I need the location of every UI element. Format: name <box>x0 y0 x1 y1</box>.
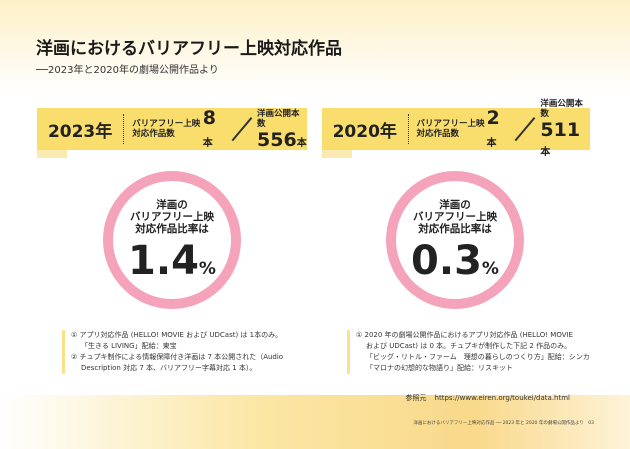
divider <box>407 114 409 144</box>
circle-label: 洋画の バリアフリー上映 対応作品比率は <box>413 199 497 235</box>
page-subtitle: ──2023年と2020年の劇場公開作品より <box>36 65 219 76</box>
reference: 参照元 https://www.eiren.org/toukei/data.htm… <box>406 393 578 403</box>
footer: 洋画におけるバリアフリー上映対応作品 ── 2023 年と 2020 年の劇場公… <box>413 420 594 426</box>
note-line: ② チュプキ制作による情報保障付き洋画は 7 本公開された（Audio <box>71 353 284 361</box>
footer-background <box>0 395 630 449</box>
notes: ① 2020 年の劇場公開作品におけるアプリ対応作品 (HELLO! MOVIE… <box>347 330 590 374</box>
note-line: ① 2020 年の劇場公開作品におけるアプリ対応作品 (HELLO! MOVIE <box>356 331 573 339</box>
ratio-value: 0.3% <box>411 238 499 284</box>
note-line: 「生きる LIVING」配給：東宝 <box>81 342 177 350</box>
year: 2020年 <box>332 121 397 142</box>
page-title: 洋画におけるバリアフリー上映対応作品 <box>36 39 342 59</box>
note-line: ① アプリ対応作品 (HELLO! MOVIE および UDCast) は 1本… <box>71 331 283 339</box>
slash-divider <box>230 116 254 142</box>
slash-divider <box>513 116 536 142</box>
bf-label: バリアフリー上映 対応作品数 <box>132 119 201 139</box>
header-background <box>0 0 630 95</box>
ratio-circle: 洋画の バリアフリー上映 対応作品比率は 1.4% <box>103 171 241 309</box>
divider <box>123 114 125 144</box>
circle-label: 洋画の バリアフリー上映 対応作品比率は <box>130 199 214 235</box>
page-number: 03 <box>588 421 594 426</box>
bf-count: 2本 <box>486 107 500 149</box>
stats-box: 2023年 バリアフリー上映 対応作品数 8本 洋画公開本数 556本 <box>37 107 307 158</box>
total-block: 洋画公開本数 511本 <box>540 99 583 158</box>
stats-box: 2020年 バリアフリー上映 対応作品数 2本 洋画公開本数 511本 <box>322 99 590 158</box>
note-line: 「ビッグ・リトル・ファーム 理想の暮らしのつくり方」配給：シンカ <box>366 353 590 361</box>
total-block: 洋画公開本数 556本 <box>257 108 307 151</box>
bf-count: 8本 <box>202 107 216 149</box>
reference-url[interactable]: https://www.eiren.org/toukei/data.html <box>434 394 570 402</box>
ratio-value: 1.4% <box>128 238 216 284</box>
year: 2023年 <box>47 121 113 142</box>
note-line: Description 対応 7 本、バリアフリー字幕対応 1 本）。 <box>81 364 257 372</box>
footer-text: 洋画におけるバリアフリー上映対応作品 ── 2023 年と 2020 年の劇場公… <box>413 421 584 426</box>
ratio-circle: 洋画の バリアフリー上映 対応作品比率は 0.3% <box>386 171 524 309</box>
bf-label: バリアフリー上映 対応作品数 <box>416 119 485 139</box>
notes: ① アプリ対応作品 (HELLO! MOVIE および UDCast) は 1本… <box>62 330 283 374</box>
reference-label: 参照元 <box>405 394 427 402</box>
note-line: および UDCast) は 0 本。チュプキが制作した下記 2 作品のみ。 <box>366 342 572 350</box>
note-line: 「マロナの幻想的な物語り」配給：リスキット <box>366 364 513 372</box>
